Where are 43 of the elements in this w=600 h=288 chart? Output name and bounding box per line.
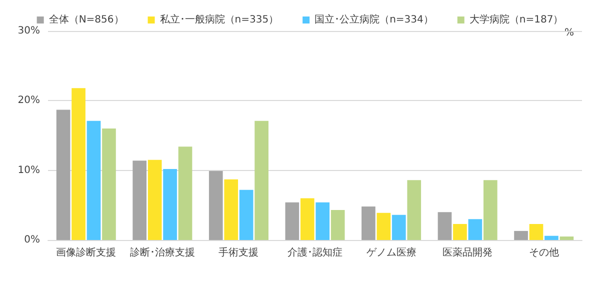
- x-tick-label: 介護･認知症: [288, 246, 342, 258]
- bar: [254, 120, 268, 240]
- bar: [56, 110, 70, 240]
- y-tick-label: 10%: [18, 164, 40, 176]
- bar: [544, 236, 558, 240]
- bar: [148, 160, 162, 240]
- bar: [72, 88, 86, 240]
- legend-label: 私立･一般病院（n=335）: [160, 14, 279, 26]
- bar: [529, 224, 544, 240]
- bar: [86, 120, 101, 240]
- bar: [224, 179, 238, 240]
- x-tick-label: 画像診断支援: [56, 246, 116, 258]
- x-tick-label: 手術支援: [218, 246, 259, 258]
- y-tick-label: 0%: [24, 234, 40, 246]
- bar: [102, 128, 116, 240]
- bar: [392, 214, 406, 240]
- x-tick-label: その他: [528, 246, 559, 258]
- bar: [239, 190, 254, 240]
- bar: [560, 236, 574, 240]
- bar: [407, 180, 422, 240]
- bar: [362, 206, 376, 240]
- bar: [316, 202, 330, 240]
- legend-label: 全体（N=856）: [48, 14, 124, 26]
- legend-label: 国立･公立病院（n=334）: [314, 14, 434, 26]
- bar: [468, 219, 482, 240]
- bar: [208, 171, 223, 240]
- x-tick-label: 診断･治療支援: [130, 246, 195, 258]
- bar: [132, 160, 147, 240]
- bar: [285, 202, 300, 240]
- x-tick-label: ゲノム医療: [366, 246, 416, 258]
- y-tick-label: 30%: [18, 26, 40, 36]
- bar: [330, 210, 345, 240]
- bar: [483, 180, 498, 240]
- bar: [300, 198, 314, 240]
- x-tick-label: 医薬品開発: [442, 246, 493, 258]
- y-tick-label: 20%: [18, 95, 40, 106]
- bar: [438, 212, 452, 240]
- bar: [178, 146, 192, 240]
- bar: [163, 168, 177, 240]
- legend-label: 大学病院（n=187）: [469, 14, 564, 26]
- bar: [453, 224, 467, 240]
- bar: [514, 230, 528, 240]
- bar: [376, 212, 391, 240]
